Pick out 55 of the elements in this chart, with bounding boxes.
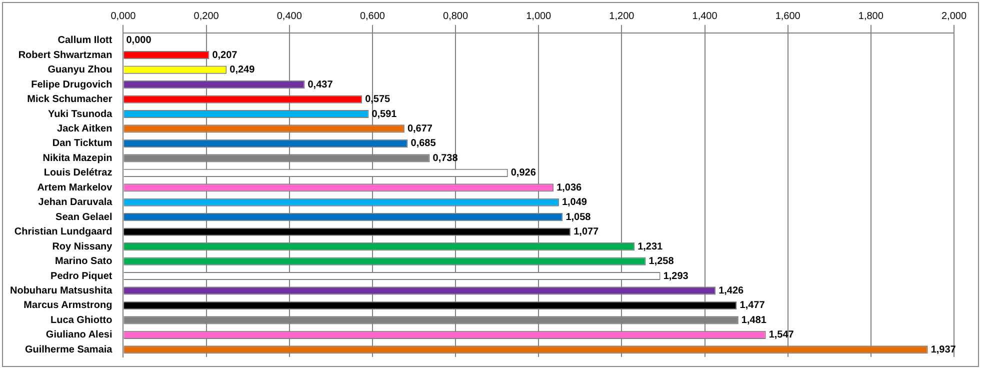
y-tick-label: Guilherme Samaia [24, 344, 113, 356]
x-tick-label: 0,600 [360, 10, 386, 22]
y-tick-label: Yuki Tsunoda [48, 108, 113, 120]
x-tick-label: 1,400 [692, 10, 718, 22]
data-label: 1,036 [556, 182, 582, 194]
data-label: 1,258 [648, 256, 674, 268]
y-tick-label: Louis Delétraz [44, 168, 112, 179]
data-label: 0,000 [126, 35, 152, 46]
data-label: 1,547 [768, 330, 794, 341]
y-tick-label: Robert Shwartzman [18, 50, 112, 61]
y-tick-label: Christian Lundgaard [14, 226, 112, 238]
x-tick-label: 0,200 [194, 10, 220, 22]
data-label: 0,249 [230, 64, 256, 76]
data-label: 0,575 [365, 94, 391, 106]
x-tick-label: 1,000 [526, 10, 552, 22]
y-tick-label: Felipe Drugovich [31, 79, 112, 90]
y-tick-label: Artem Markelov [37, 182, 113, 194]
data-label: 1,231 [638, 241, 664, 252]
y-tick-label: Sean Gelael [56, 212, 112, 223]
y-tick-label: Marcus Armstrong [24, 300, 112, 312]
data-label: 0,677 [407, 123, 433, 134]
data-label: 1,477 [740, 300, 766, 312]
y-tick-label: Roy Nissany [52, 241, 113, 252]
data-label: 0,738 [432, 152, 458, 164]
y-tick-label: Callum Ilott [58, 35, 113, 46]
y-tick-label: Luca Ghiotto [50, 314, 112, 326]
y-tick-label: Guanyu Zhou [48, 64, 112, 76]
x-tick-label: 1,200 [609, 10, 635, 22]
data-label: 0,437 [308, 79, 334, 90]
data-label: 1,293 [663, 270, 689, 282]
data-label: 0,207 [212, 50, 238, 61]
x-tick-label: 0,400 [276, 10, 302, 22]
data-label: 1,937 [930, 344, 956, 356]
data-label: 1,077 [574, 226, 600, 238]
data-label: 1,481 [741, 314, 767, 326]
y-tick-label: Nobuharu Matsushita [10, 285, 113, 296]
data-label: 0,685 [410, 138, 436, 150]
y-tick-label: Nikita Mazepin [42, 152, 112, 164]
data-label: 0,926 [510, 168, 536, 179]
x-tick-label: 0,000 [110, 10, 136, 22]
y-tick-label: Jehan Daruvala [38, 197, 113, 208]
y-tick-label: Giuliano Alesi [46, 330, 112, 341]
y-tick-label: Pedro Piquet [50, 270, 113, 282]
data-label: 1,049 [562, 197, 588, 208]
x-tick-label: 1,600 [775, 10, 801, 22]
x-tick-label: 0,800 [443, 10, 468, 22]
y-tick-label: Marino Sato [54, 256, 112, 268]
y-tick-label: Mick Schumacher [27, 94, 112, 106]
data-label: 0,591 [372, 108, 398, 120]
data-label: 1,058 [566, 212, 592, 223]
y-tick-label: Jack Aitken [57, 123, 112, 134]
x-tick-label: 1,800 [858, 10, 884, 22]
x-tick-label: 2,000 [941, 10, 967, 22]
data-label: 1,426 [718, 285, 744, 296]
y-tick-label: Dan Ticktum [52, 138, 112, 150]
